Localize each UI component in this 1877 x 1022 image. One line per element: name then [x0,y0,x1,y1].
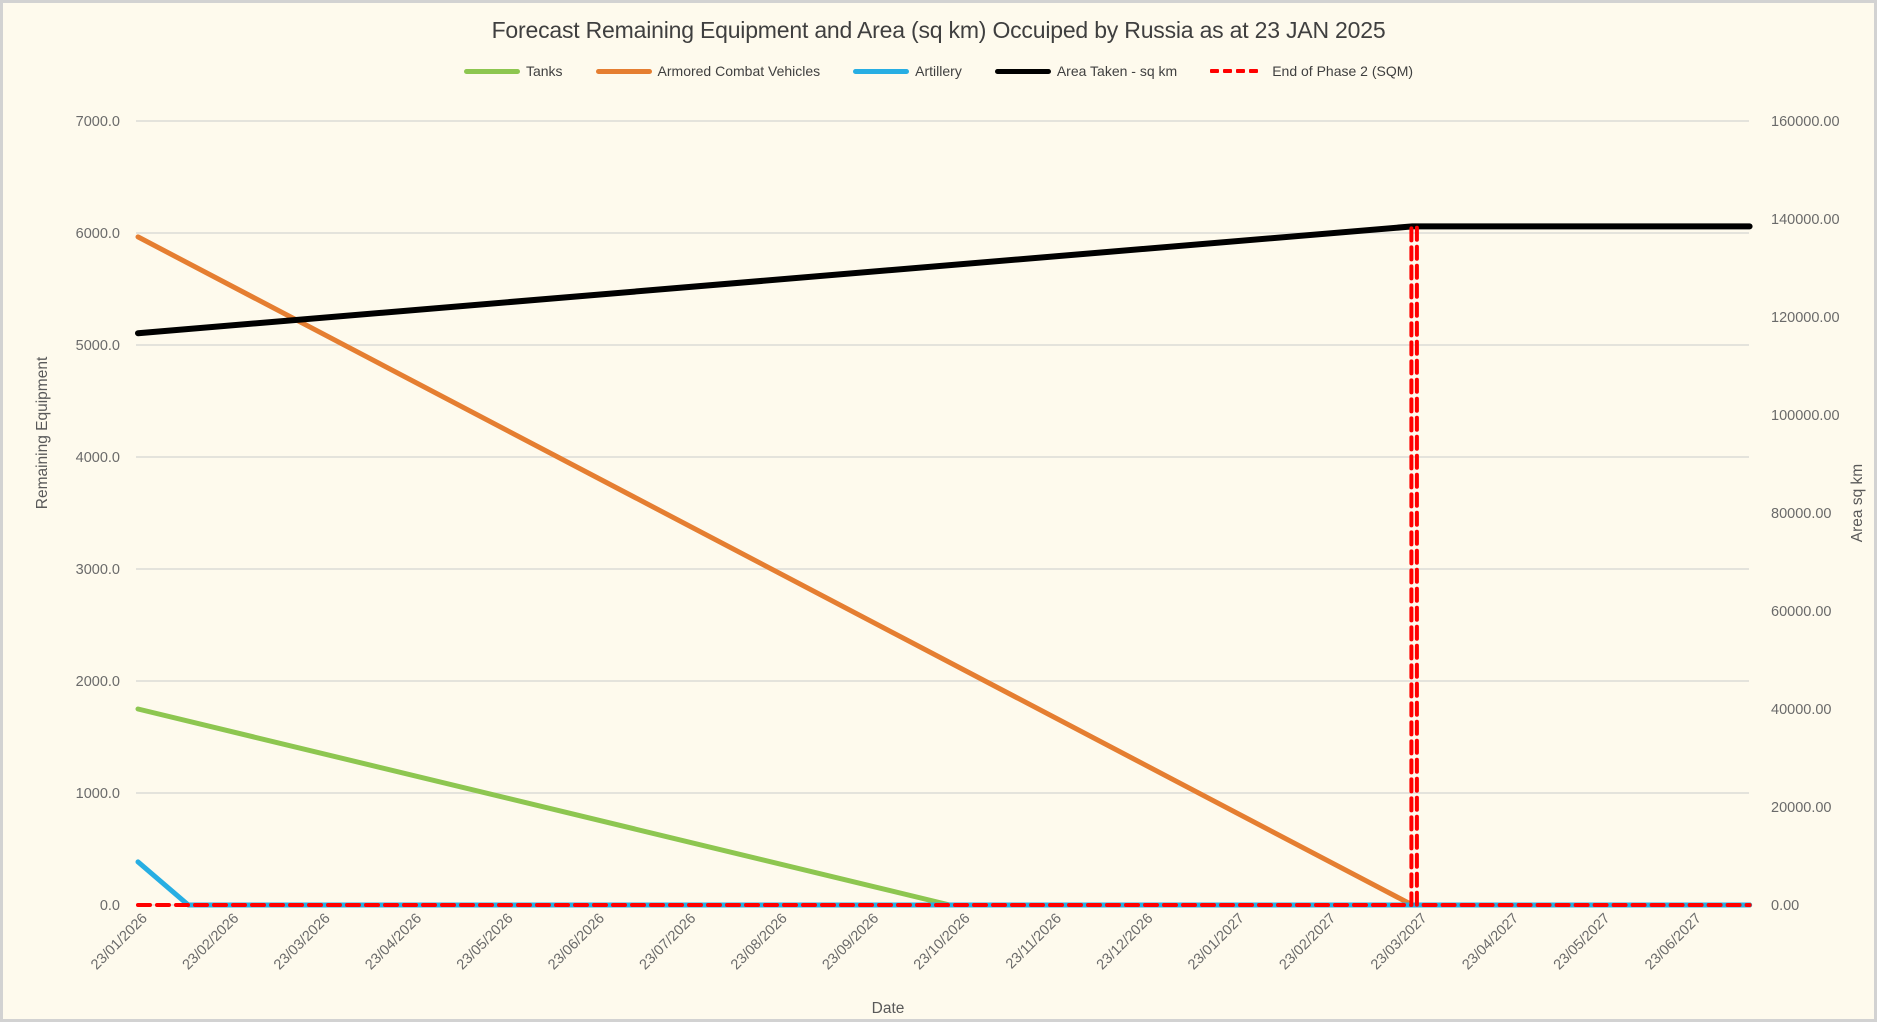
plot-area: 0.0 1000.0 2000.0 3000.0 4000.0 5000.0 6000.0 7… [34,114,1866,1017]
series-line-artillery [135,859,1753,908]
y-right-tick-label: 40000.00 [1771,702,1831,718]
legend-item-artillery: Artillery [853,63,962,79]
legend-item-armored-combat-vehicles: Armored Combat Vehicles [595,63,821,79]
y-right-tick-label: 120000.00 [1771,310,1840,326]
x-tick-label: 23/08/2026 [728,911,791,974]
legend-item-end-of-phase-2-sqm: End of Phase 2 (SQM) [1210,63,1413,79]
y-right-tick-label: 60000.00 [1771,604,1831,620]
legend-label: Area Taken - sq km [1056,63,1178,79]
legend-swatch-end-of-phase-2-sqm [1210,69,1266,73]
x-axis-tick-labels: 23/01/2026 23/02/2026 23/03/2026 23/04/2026… [88,911,1705,974]
x-tick-label: 23/11/2026 [1003,911,1065,973]
gridlines-group [136,120,1749,906]
y-axis-right-title: Area sq km [1849,464,1866,542]
x-tick-label: 23/10/2026 [911,911,974,974]
series-line-armored-combat-vehicles [135,234,1753,908]
legend-label: Tanks [525,63,563,79]
series-line-end-of-phase-2-sqm [136,225,1752,907]
x-tick-label: 23/02/2026 [180,911,243,974]
x-tick-label: 23/01/2027 [1185,911,1248,974]
legend-label: Armored Combat Vehicles [657,63,821,79]
y-axis-left-title: Remaining Equipment [34,356,51,509]
legend-item-area-taken-sq-km: Area Taken - sq km [994,63,1178,79]
y-left-tick-label: 6000.0 [76,226,120,242]
y-axis-right-tick-labels: 0.00 20000.00 40000.00 60000.00 80000.00 1000… [1771,114,1840,914]
y-left-tick-label: 5000.0 [76,338,120,354]
x-tick-label: 23/12/2026 [1094,911,1157,974]
legend-label: End of Phase 2 (SQM) [1272,63,1414,79]
x-tick-label: 23/06/2027 [1642,911,1705,974]
y-right-tick-label: 80000.00 [1771,506,1831,522]
x-tick-label: 23/05/2027 [1551,911,1614,974]
y-left-tick-label: 2000.0 [76,674,120,690]
chart-title: Forecast Remaining Equipment and Area (s… [491,17,1386,43]
y-right-tick-label: 160000.00 [1771,114,1840,130]
x-tick-label: 23/07/2026 [637,911,700,974]
x-tick-label: 23/03/2027 [1368,911,1431,974]
legend-swatch-tanks [463,68,520,74]
x-tick-label: 23/09/2026 [819,911,882,974]
y-right-tick-label: 100000.00 [1771,408,1840,424]
y-left-tick-label: 0.0 [100,898,120,914]
x-axis-title: Date [872,1000,905,1017]
legend-swatch-area-taken-sq-km [994,68,1051,74]
y-left-tick-label: 7000.0 [76,114,120,130]
y-left-tick-label: 3000.0 [76,562,120,578]
x-tick-label: 23/03/2026 [271,911,334,974]
x-tick-label: 23/05/2026 [454,911,517,974]
y-right-tick-label: 0.00 [1771,898,1799,914]
x-tick-label: 23/04/2026 [362,911,425,974]
series-line-area-taken-sq-km [135,223,1753,337]
y-right-tick-label: 140000.00 [1771,212,1840,228]
y-right-tick-label: 20000.00 [1771,800,1831,816]
x-tick-label: 23/02/2027 [1277,911,1340,974]
legend-swatch-armored-combat-vehicles [595,68,652,74]
x-tick-label: 23/04/2027 [1459,911,1522,974]
y-left-tick-label: 4000.0 [76,450,120,466]
x-tick-label: 23/01/2026 [88,911,151,974]
series-group [135,223,1753,908]
x-tick-label: 23/06/2026 [545,911,608,974]
legend-label: Artillery [915,63,962,79]
series-line-tanks [135,706,1753,908]
y-left-tick-label: 1000.0 [76,786,120,802]
legend-item-tanks: Tanks [463,63,563,79]
legend: Tanks Armored Combat Vehicles Artillery Are… [3,63,1874,79]
legend-swatch-artillery [853,68,910,74]
y-axis-left-tick-labels: 0.0 1000.0 2000.0 3000.0 4000.0 5000.0 6000.0 7… [76,114,120,914]
